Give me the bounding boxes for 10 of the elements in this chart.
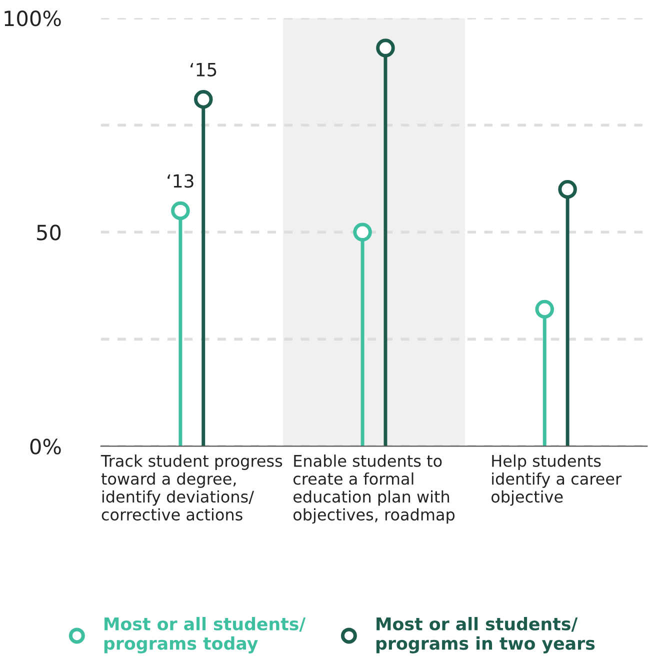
- x-tick-label: Enable students to create a formal education plan with objectives, roadmap: [293, 454, 455, 524]
- annotation: ‘13: [168, 174, 194, 188]
- y-tick-label: 0%: [30, 438, 61, 454]
- x-tick-label: Help students identify a career objective: [491, 454, 622, 506]
- y-tick-label: 50: [37, 224, 61, 240]
- legend-label: Most or all students/ programs in two years: [376, 616, 595, 654]
- y-tick-label: 100%: [4, 10, 61, 26]
- x-tick-label: Track student progress toward a degree, identify deviations/ corrective actions: [100, 454, 282, 521]
- annotation: ‘15: [190, 63, 216, 76]
- legend-label: Most or all students/ programs today: [104, 616, 306, 654]
